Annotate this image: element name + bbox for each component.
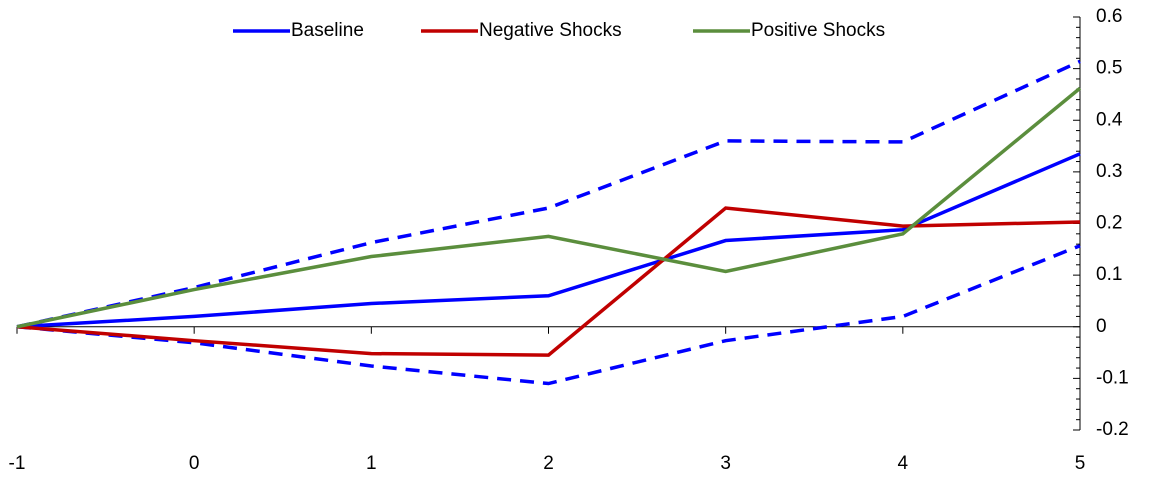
x-tick-label: -1 bbox=[9, 453, 26, 474]
legend-label: Baseline bbox=[291, 20, 364, 41]
y-tick-label: -0.1 bbox=[1096, 367, 1129, 388]
x-tick-label: 4 bbox=[898, 453, 909, 474]
legend-label: Negative Shocks bbox=[479, 20, 622, 41]
x-tick-label: 0 bbox=[189, 453, 200, 474]
series-line bbox=[16, 206, 1081, 357]
series-line bbox=[16, 86, 1082, 329]
y-tick-label: 0 bbox=[1096, 316, 1107, 337]
x-tick-label: 2 bbox=[543, 453, 554, 474]
y-tick-label: -0.2 bbox=[1096, 419, 1129, 440]
series-line bbox=[16, 152, 1081, 329]
x-tick-label: 1 bbox=[366, 453, 377, 474]
y-tick-label: 0.4 bbox=[1096, 109, 1123, 130]
y-tick-label: 0.1 bbox=[1096, 264, 1122, 285]
y-tick-label: 0.6 bbox=[1096, 6, 1122, 27]
y-tick-label: 0.5 bbox=[1096, 58, 1122, 79]
legend-label: Positive Shocks bbox=[751, 20, 885, 41]
x-tick-label: 3 bbox=[720, 453, 731, 474]
band-line bbox=[16, 59, 1081, 329]
x-tick-label: 5 bbox=[1075, 453, 1086, 474]
y-tick-label: 0.3 bbox=[1096, 161, 1122, 182]
y-tick-label: 0.2 bbox=[1096, 213, 1122, 234]
band-line bbox=[16, 244, 1081, 386]
